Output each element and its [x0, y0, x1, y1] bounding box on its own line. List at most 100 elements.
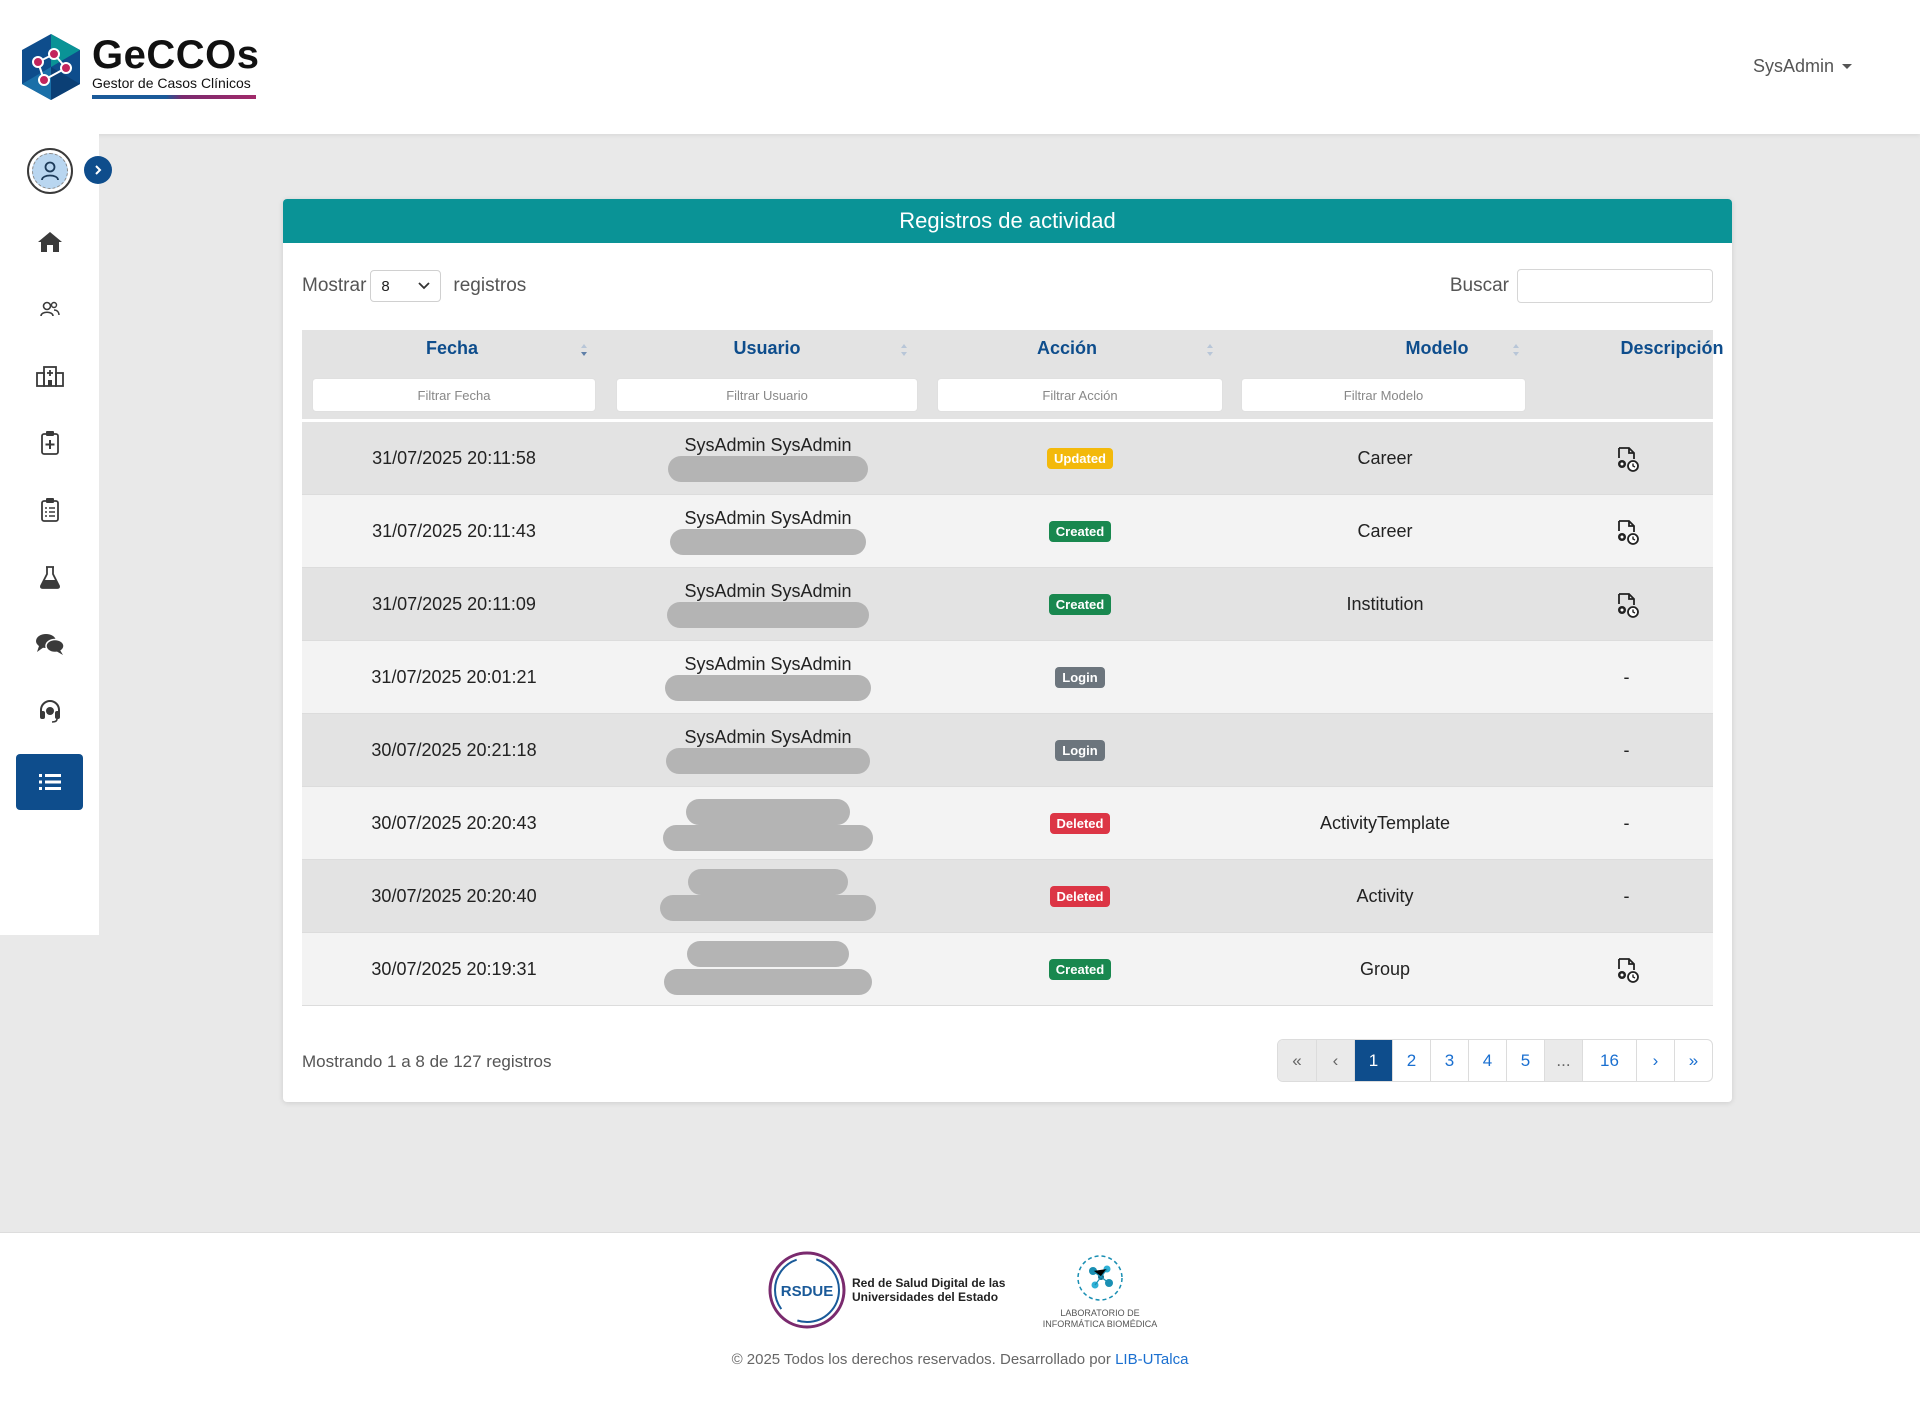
sidebar-item-lab[interactable]: [16, 549, 83, 605]
redacted-text: [687, 941, 849, 967]
caret-down-icon: [1842, 64, 1852, 69]
cell-modelo: ActivityTemplate: [1319, 813, 1451, 833]
redacted-text: [688, 869, 848, 895]
footer: RSDUE Red de Salud Digital de las Univer…: [0, 1232, 1920, 1408]
clipboard-plus-icon: [40, 431, 59, 455]
sidebar-item-home[interactable]: [16, 214, 83, 270]
first-page-button[interactable]: «: [1278, 1040, 1316, 1081]
search-control: Buscar: [1450, 269, 1713, 303]
page-length-value: 8: [381, 277, 390, 295]
filter-fecha-input[interactable]: Filtrar Fecha: [312, 378, 596, 412]
file-settings-icon[interactable]: [1613, 445, 1641, 473]
cell-accion: Deleted: [930, 787, 1230, 860]
column-header-usuario[interactable]: Usuario: [733, 338, 801, 358]
sidebar-toggle-button[interactable]: [84, 156, 112, 184]
sidebar-item-users[interactable]: [16, 281, 83, 337]
table-info: Mostrando 1 a 8 de 127 registros: [302, 1052, 552, 1071]
search-input[interactable]: [1517, 269, 1713, 303]
page-button-4[interactable]: 4: [1468, 1040, 1506, 1081]
sidebar-item-forum[interactable]: [16, 616, 83, 672]
clipboard-list-icon: [40, 498, 59, 522]
avatar[interactable]: [27, 148, 73, 194]
cell-usuario: SysAdmin SysAdmin: [616, 641, 920, 714]
rsdue-badge-text: RSDUE: [781, 1283, 834, 1300]
table-row: 30/07/2025 20:19:31 Created Group: [302, 933, 1713, 1006]
column-header-fecha[interactable]: Fecha: [425, 338, 479, 358]
app-logo[interactable]: GeCCOs Gestor de Casos Clínicos: [20, 32, 260, 102]
sidebar-item-clinical-cases[interactable]: [16, 415, 83, 471]
lib-text: LABORATORIO DE INFORMÁTICA BIOMÉDICA: [1042, 1308, 1158, 1329]
cell-accion: Login: [930, 714, 1230, 787]
page-button-3[interactable]: 3: [1430, 1040, 1468, 1081]
sort-desc-icon[interactable]: [579, 340, 589, 360]
list-icon: [38, 774, 61, 790]
rsdue-emblem-icon: RSDUE: [768, 1251, 846, 1329]
cell-modelo: [1230, 641, 1540, 714]
table-header: Fecha Usuario Acción Modelo Descripción …: [302, 330, 1724, 422]
filter-usuario-input[interactable]: Filtrar Usuario: [616, 378, 918, 412]
redacted-text: [665, 675, 871, 701]
page-button-16[interactable]: 16: [1582, 1040, 1636, 1081]
activity-log-card: Registros de actividad Mostrar 8 registr…: [283, 199, 1732, 1102]
last-page-button[interactable]: »: [1674, 1040, 1712, 1081]
redacted-text: [663, 825, 873, 851]
file-settings-icon[interactable]: [1613, 518, 1641, 546]
sort-icon[interactable]: [1511, 340, 1521, 360]
cell-modelo: Career: [1357, 521, 1413, 541]
sort-icon[interactable]: [1205, 340, 1215, 360]
lib-network-icon: [1077, 1255, 1123, 1301]
rsdue-logo[interactable]: RSDUE Red de Salud Digital de las Univer…: [766, 1249, 1012, 1331]
sidebar-item-institutions[interactable]: [16, 348, 83, 404]
cell-fecha: 30/07/2025 20:20:43: [371, 813, 537, 833]
cell-fecha: 31/07/2025 20:11:43: [372, 521, 536, 541]
page-length-select[interactable]: 8: [370, 270, 442, 302]
cell-descripcion: [1540, 933, 1713, 1006]
copyright-text: © 2025 Todos los derechos reservados. De…: [731, 1351, 1111, 1368]
user-name: SysAdmin SysAdmin: [684, 435, 852, 455]
sidebar-item-support[interactable]: [16, 683, 83, 739]
lib-utalca-link[interactable]: LIB-UTalca: [1115, 1351, 1189, 1368]
page-button-2[interactable]: 2: [1392, 1040, 1430, 1081]
filter-accion-input[interactable]: Filtrar Acción: [937, 378, 1223, 412]
cell-modelo: Institution: [1346, 594, 1424, 614]
page-length-control: Mostrar 8 registros: [302, 269, 526, 303]
chevron-down-icon: [418, 282, 431, 290]
cell-fecha: 31/07/2025 20:11:58: [372, 448, 536, 468]
sidebar-item-activity-log[interactable]: [16, 754, 83, 810]
cell-usuario: SysAdmin SysAdmin: [616, 422, 920, 495]
status-badge: Deleted: [1049, 813, 1111, 834]
users-icon: [39, 301, 60, 317]
page-button-5[interactable]: 5: [1506, 1040, 1544, 1081]
rsdue-text: Red de Salud Digital de las Universidade…: [852, 1276, 1006, 1304]
redacted-text: [660, 895, 876, 921]
cell-fecha: 31/07/2025 20:01:21: [371, 667, 537, 687]
cell-accion: Login: [930, 641, 1230, 714]
filter-modelo-input[interactable]: Filtrar Modelo: [1241, 378, 1526, 412]
file-settings-icon[interactable]: [1613, 956, 1641, 984]
sort-icon[interactable]: [899, 340, 909, 360]
column-header-accion[interactable]: Acción: [1036, 338, 1097, 358]
user-menu-dropdown[interactable]: SysAdmin: [1753, 56, 1852, 77]
next-page-button[interactable]: ›: [1636, 1040, 1674, 1081]
cell-descripcion: -: [1623, 740, 1630, 760]
lib-logo[interactable]: LABORATORIO DE INFORMÁTICA BIOMÉDICA: [1040, 1253, 1160, 1330]
status-badge: Created: [1048, 521, 1112, 542]
status-badge: Deleted: [1049, 886, 1111, 907]
cell-usuario: SysAdmin SysAdmin: [616, 568, 920, 641]
cell-usuario: [616, 933, 920, 1006]
activity-table: Fecha Usuario Acción Modelo Descripción …: [302, 330, 1724, 1006]
cell-descripcion: [1540, 568, 1713, 641]
chat-icon: [35, 634, 65, 655]
cell-descripcion: -: [1623, 813, 1630, 833]
cell-accion: Deleted: [930, 860, 1230, 933]
redacted-text: [668, 456, 868, 482]
cell-descripcion: -: [1623, 667, 1630, 687]
cell-descripcion: [1540, 495, 1713, 568]
user-name: SysAdmin SysAdmin: [684, 508, 852, 528]
sidebar-item-activities[interactable]: [16, 482, 83, 538]
cell-fecha: 30/07/2025 20:20:40: [371, 886, 537, 906]
prev-page-button[interactable]: ‹: [1316, 1040, 1354, 1081]
column-header-modelo[interactable]: Modelo: [1405, 338, 1469, 358]
file-settings-icon[interactable]: [1613, 591, 1641, 619]
page-button-1[interactable]: 1: [1354, 1040, 1392, 1081]
